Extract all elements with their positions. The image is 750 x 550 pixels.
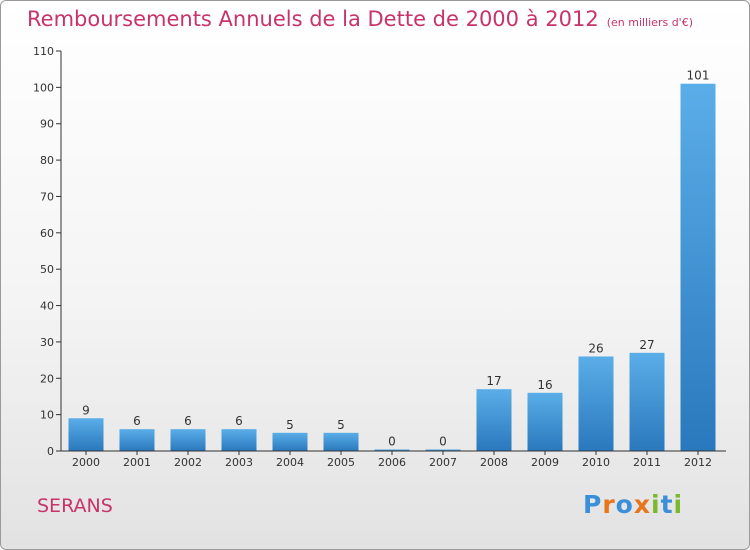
x-tick-label-2008: 2008 — [480, 456, 508, 469]
logo-letter: o — [615, 490, 634, 519]
value-label-2003: 6 — [235, 414, 243, 428]
x-tick-label-2010: 2010 — [582, 456, 610, 469]
value-label-2012: 101 — [687, 69, 710, 83]
logo-letter: P — [583, 490, 603, 519]
bar-2003 — [221, 429, 257, 451]
bar-2001 — [119, 429, 155, 451]
y-tick-label-30: 30 — [40, 336, 54, 349]
logo-letter: r — [602, 490, 616, 519]
x-tick-label-2003: 2003 — [225, 456, 253, 469]
bar-2000 — [68, 418, 104, 451]
bar-2005 — [323, 432, 359, 451]
logo-letter: i — [651, 490, 661, 519]
x-tick-label-2006: 2006 — [378, 456, 406, 469]
x-tick-label-2011: 2011 — [633, 456, 661, 469]
bar-2008 — [476, 389, 512, 451]
x-tick-label-2004: 2004 — [276, 456, 304, 469]
bars-layer: 9 6 6 6 5 5 0 0 17 16 26 27 101 — [68, 69, 716, 452]
value-label-2002: 6 — [184, 414, 192, 428]
bar-2006 — [374, 449, 410, 451]
y-tick-label-100: 100 — [33, 81, 54, 94]
location-label: SERANS — [37, 495, 113, 517]
x-tick-label-2002: 2002 — [174, 456, 202, 469]
y-tick-label-80: 80 — [40, 154, 54, 167]
chart-title-text: Remboursements Annuels de la Dette de 20… — [27, 7, 599, 31]
y-tick-label-20: 20 — [40, 372, 54, 385]
x-tick-label-2005: 2005 — [327, 456, 355, 469]
bar-2012 — [680, 83, 716, 452]
axes-layer: 2000 2001 2002 2003 2004 2005 2006 2007 2008 2009… — [33, 45, 726, 469]
value-label-2006: 0 — [388, 435, 396, 449]
value-label-2000: 9 — [82, 403, 90, 417]
y-tick-label-110: 110 — [33, 45, 54, 58]
x-tick-label-2000: 2000 — [72, 456, 100, 469]
y-tick-label-40: 40 — [40, 300, 54, 313]
y-tick-label-60: 60 — [40, 227, 54, 240]
proxiti-logo: Proxiti — [583, 490, 683, 519]
value-label-2011: 27 — [639, 338, 654, 352]
x-tick-label-2012: 2012 — [684, 456, 712, 469]
x-tick-label-2007: 2007 — [429, 456, 457, 469]
bar-2010 — [578, 356, 614, 451]
bar-2007 — [425, 449, 461, 451]
value-label-2008: 17 — [486, 374, 501, 388]
bar-2004 — [272, 432, 308, 451]
x-tick-label-2001: 2001 — [123, 456, 151, 469]
y-tick-label-90: 90 — [40, 118, 54, 131]
value-label-2009: 16 — [537, 378, 552, 392]
value-label-2004: 5 — [286, 418, 294, 432]
y-tick-label-70: 70 — [40, 190, 54, 203]
logo-letter: i — [673, 490, 684, 519]
logo-letter: x — [633, 490, 651, 519]
bar-2011 — [629, 352, 665, 451]
bar-2009 — [527, 392, 563, 451]
logo-letter: t — [660, 490, 674, 519]
y-tick-label-10: 10 — [40, 409, 54, 422]
bar-2002 — [170, 429, 206, 451]
value-label-2007: 0 — [439, 435, 447, 449]
unit-note: (en milliers d'€) — [606, 16, 693, 29]
value-label-2001: 6 — [133, 414, 141, 428]
value-label-2010: 26 — [588, 341, 603, 355]
chart-title: Remboursements Annuels de la Dette de 20… — [27, 7, 693, 31]
y-tick-label-50: 50 — [40, 263, 54, 276]
y-tick-label-0: 0 — [47, 445, 54, 458]
value-label-2005: 5 — [337, 418, 345, 432]
x-tick-label-2009: 2009 — [531, 456, 559, 469]
